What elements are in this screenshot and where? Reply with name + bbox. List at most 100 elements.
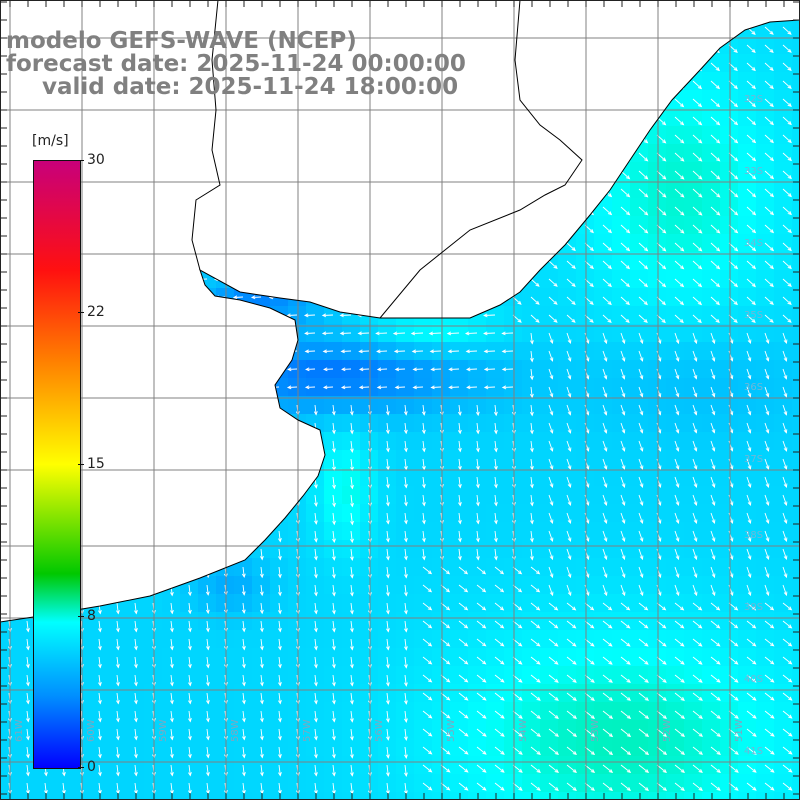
wind-arrow [429,133,442,138]
speed-cell [252,342,271,361]
speed-cell [126,324,145,343]
wind-arrow [15,169,28,174]
speed-cell [378,108,397,127]
wind-arrow [170,422,174,435]
wind-arrow [393,187,406,192]
speed-cell [468,252,487,271]
wind-arrow [250,385,262,390]
speed-cell [306,180,325,199]
speed-cell [126,468,145,487]
speed-cell [306,108,325,127]
speed-cell [522,162,541,181]
speed-cell [252,0,271,19]
wind-arrow [123,187,136,192]
wind-arrow [465,79,478,84]
wind-arrow [602,98,612,108]
wind-arrow [26,458,30,471]
speed-cell [126,576,145,595]
wind-arrow [51,115,64,120]
wind-arrow [142,8,153,11]
speed-cell [522,234,541,253]
speed-cell [252,450,271,469]
wind-arrow [483,277,496,282]
speed-cell [648,0,667,19]
speed-cell [288,432,307,451]
wind-arrow [141,331,154,336]
wind-arrow [322,8,333,11]
wind-arrow [160,8,171,11]
wind-arrow [0,187,10,192]
speed-cell [162,450,181,469]
wind-arrow [285,277,298,282]
wind-arrow [268,349,280,354]
speed-cell [414,108,433,127]
wind-arrow [566,224,576,234]
speed-cell [270,486,289,505]
speed-cell [684,792,703,800]
wind-arrow [602,116,612,126]
wind-arrow [278,458,282,471]
wind-arrow [358,8,369,11]
wind-arrow [339,169,352,174]
wind-arrow [116,530,120,543]
wind-arrow [213,151,226,156]
speed-cell [216,144,235,163]
wind-arrow [357,115,370,120]
wind-arrow [268,313,280,318]
speed-cell [0,378,19,397]
speed-cell [324,108,343,127]
wind-arrow [602,152,613,162]
wind-arrow [638,44,648,54]
speed-cell [450,108,469,127]
wind-arrow [141,115,154,120]
speed-cell [342,0,361,19]
wind-arrow [123,115,136,120]
speed-cell [450,198,469,217]
wind-arrow [765,9,773,16]
speed-cell [288,288,307,307]
wind-arrow [638,26,648,36]
speed-cell [594,162,613,181]
speed-cell [180,558,199,577]
speed-cell [540,234,559,253]
wind-arrow [747,9,755,16]
wind-arrow [187,566,192,579]
speed-cell [792,792,800,800]
speed-cell [792,450,800,469]
speed-cell [36,108,55,127]
wind-arrow [105,223,118,228]
wind-arrow [141,349,154,354]
speed-cell [180,0,199,19]
speed-cell [576,144,595,163]
wind-arrow [98,494,102,507]
wind-arrow [0,259,10,264]
wind-arrow [393,169,406,174]
speed-cell [252,432,271,451]
speed-cell [108,486,127,505]
wind-arrow [141,223,154,228]
speed-cell [324,216,343,235]
speed-cell [90,270,109,289]
wind-arrow [411,133,424,138]
speed-cell [0,342,19,361]
lat-label: 36S [744,382,764,393]
wind-arrow [483,187,496,192]
speed-cell [306,216,325,235]
wind-arrow [339,115,352,120]
wind-arrow [159,277,172,282]
speed-cell [486,270,505,289]
wind-arrow [231,223,244,228]
wind-arrow [105,259,118,264]
speed-cell [594,90,613,109]
speed-cell [540,126,559,145]
speed-cell [198,108,217,127]
wind-arrow [188,494,192,507]
speed-cell [90,378,109,397]
wind-arrow [51,151,64,156]
speed-cell [0,792,19,800]
speed-cell [162,306,181,325]
wind-arrow [483,295,496,300]
speed-cell [468,360,487,379]
wind-arrow [242,494,246,507]
speed-cell [792,90,800,109]
